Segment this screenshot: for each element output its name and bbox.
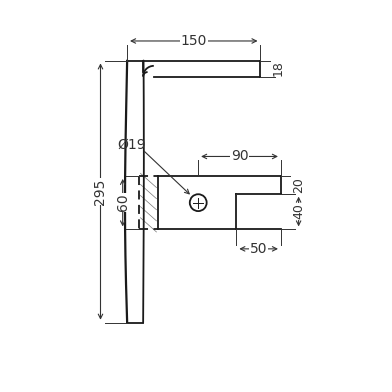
Text: 150: 150 [181,34,207,48]
Text: 90: 90 [231,149,249,163]
Text: Ø19: Ø19 [117,138,146,152]
Text: 60: 60 [116,194,130,211]
Text: 18: 18 [272,61,285,76]
Text: 20: 20 [292,177,305,193]
Text: 40: 40 [292,203,305,220]
Text: 295: 295 [94,178,107,205]
Text: 50: 50 [250,242,267,256]
